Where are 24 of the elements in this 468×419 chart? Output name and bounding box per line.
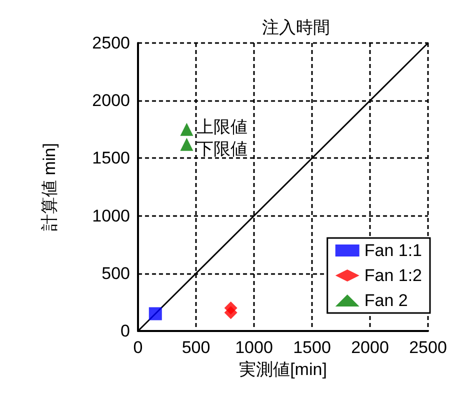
x-tick-label: 2500 [409,338,447,357]
y-tick-label: 1000 [92,206,130,226]
x-axis-title: 実測値[min] [239,360,327,379]
y-tick-label: 1500 [92,148,130,168]
x-tick-label: 0 [133,338,143,357]
x-tick-label: 2000 [351,338,389,357]
chart-title: 注入時間 [262,18,330,37]
legend-label: Fan 1:1 [364,241,422,260]
point [148,307,162,320]
point [180,138,194,151]
y-axis-title: 計算値 min] [40,143,59,231]
y-tick-label: 2000 [92,91,130,110]
x-tick-label: 500 [182,338,210,357]
annotation: 上限値 [196,117,248,136]
x-tick-label: 1000 [235,338,273,357]
y-tick-label: 500 [102,264,130,283]
x-tick-label: 1500 [293,338,331,357]
legend-label: Fan 2 [364,291,408,310]
point [224,306,238,320]
y-tick-label: 0 [120,322,130,340]
point [180,122,194,136]
y-tick-label: 2500 [92,34,130,52]
legend-label: Fan 1:2 [364,266,422,285]
annotation: 下限値 [196,139,248,158]
